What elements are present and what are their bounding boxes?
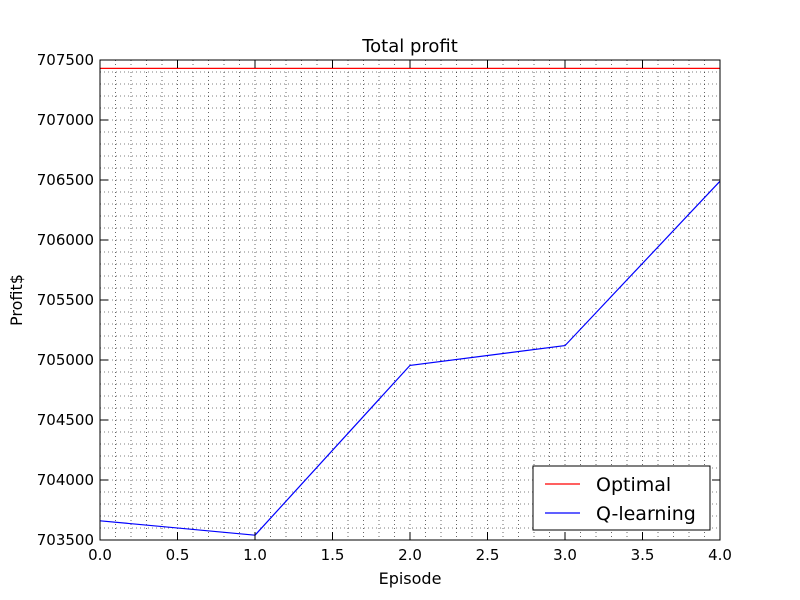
x-tick-label: 0.5 (166, 546, 190, 564)
y-tick-label: 707500 (37, 51, 94, 69)
x-tick-label: 1.0 (243, 546, 267, 564)
x-tick-label: 4.0 (708, 546, 732, 564)
x-tick-label: 2.5 (476, 546, 500, 564)
y-tick-label: 707000 (37, 111, 94, 129)
y-tick-label: 705000 (37, 351, 94, 369)
y-tick-label: 704500 (37, 411, 94, 429)
legend: Optimal Q-learning (532, 465, 711, 531)
legend-label-q-learning: Q-learning (596, 503, 696, 525)
y-tick-label: 706000 (37, 231, 94, 249)
y-tick-label: 705500 (37, 291, 94, 309)
ticks: 0.0 0.5 1.0 1.5 2.0 2.5 3.0 3.5 4.0 703500 704000 7… (37, 51, 732, 564)
y-tick-label: 703500 (37, 531, 94, 549)
x-tick-label: 2.0 (398, 546, 422, 564)
y-tick-label: 704000 (37, 471, 94, 489)
y-tick-label: 706500 (37, 171, 94, 189)
series-layer (99, 67, 721, 536)
chart-title: Total profit (361, 36, 458, 57)
x-tick-label: 1.5 (321, 546, 345, 564)
legend-box (532, 465, 711, 531)
x-tick-label: 3.0 (553, 546, 577, 564)
legend-label-optimal: Optimal (596, 474, 671, 496)
x-tick-label: 0.0 (88, 546, 112, 564)
x-tick-label: 3.5 (631, 546, 655, 564)
x-axis-label: Episode (379, 569, 442, 588)
series-line-q-learning (99, 180, 721, 536)
y-axis-label: Profit$ (7, 274, 26, 326)
